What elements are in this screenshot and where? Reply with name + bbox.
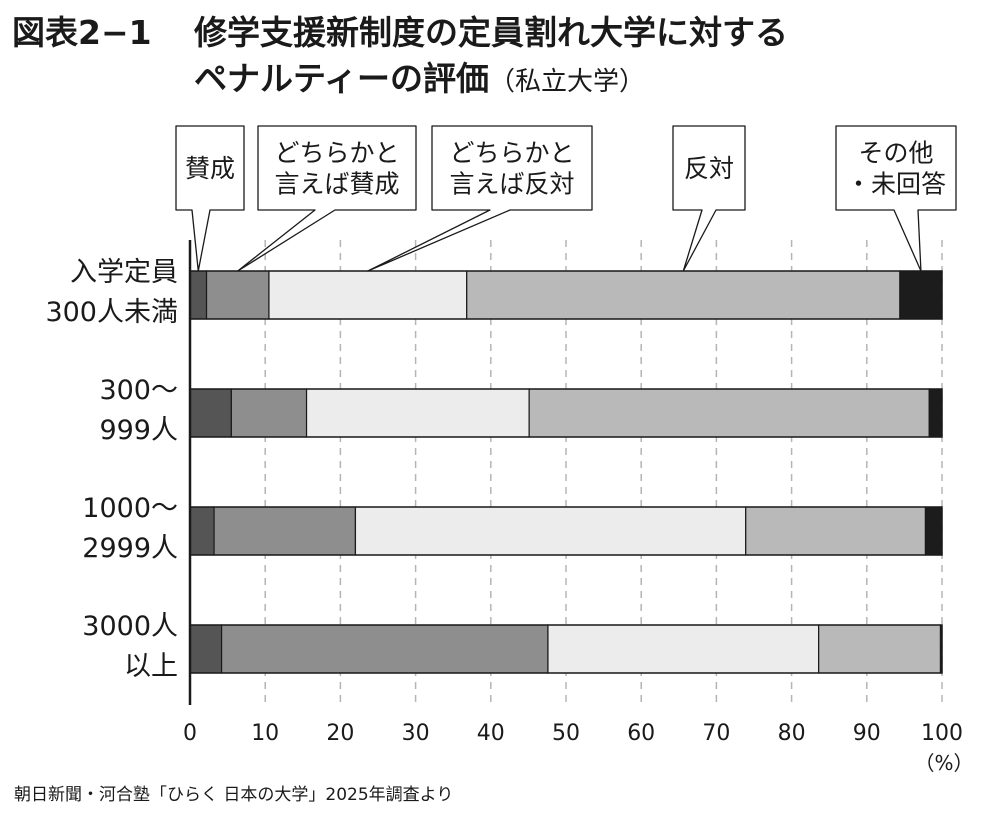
x-tick-label: 70 — [702, 721, 730, 746]
x-tick-label: 100 — [921, 721, 963, 746]
bar-segment — [205, 270, 270, 320]
category-label: 300人未満 — [45, 297, 178, 328]
bar-segment — [230, 388, 308, 438]
x-tick-label: 90 — [853, 721, 881, 746]
bar-segment — [818, 624, 942, 674]
category-label: 2999人 — [82, 533, 178, 564]
bar-segment — [189, 506, 215, 556]
bar-segment — [745, 506, 927, 556]
bar-segment — [189, 270, 208, 320]
bar-segment — [354, 506, 747, 556]
bar-segment — [928, 388, 943, 438]
category-label: 1000〜 — [82, 493, 178, 524]
x-tick-label: 30 — [402, 721, 430, 746]
x-tick-label: 10 — [251, 721, 279, 746]
x-tick-label: 20 — [326, 721, 354, 746]
x-tick-label: 40 — [477, 721, 505, 746]
legend-callout-box — [835, 125, 957, 272]
category-label: 300〜 — [99, 375, 178, 406]
bar-segment — [466, 270, 901, 320]
legend-callout-box — [367, 125, 593, 272]
x-unit-label: （%） — [914, 751, 973, 775]
bar-segment — [924, 506, 943, 556]
chart-title: 図表2−1 修学支援新制度の定員割れ大学に対する ペナルティーの評価（私立大学） — [12, 10, 788, 105]
figure-number: 図表2−1 — [12, 13, 152, 52]
bar-segment — [268, 270, 468, 320]
legend-callout-box — [237, 125, 417, 272]
legend-label: 言えば賛成 — [274, 170, 399, 199]
title-line-1: 修学支援新制度の定員割れ大学に対する — [194, 13, 788, 52]
x-tick-label: 0 — [183, 721, 197, 746]
x-tick-label: 60 — [627, 721, 655, 746]
legend-callout-box — [175, 125, 245, 272]
legend-label: その他 — [858, 139, 933, 168]
title-sub: （私立大学） — [489, 67, 646, 97]
legend-label: 言えば反対 — [449, 170, 574, 199]
legend-label: 賛成 — [185, 154, 235, 183]
legend-label: ・未回答 — [846, 170, 946, 199]
x-tick-label: 50 — [552, 721, 580, 746]
bar-segment — [189, 624, 223, 674]
legend-callout-box — [672, 125, 746, 272]
source-note: 朝日新聞・河合塾「ひらく 日本の大学」2025年調査より — [14, 785, 454, 805]
title-line-2: ペナルティーの評価 — [194, 59, 490, 98]
bar-segment — [213, 506, 357, 556]
bar-segment — [547, 624, 820, 674]
category-label: 以上 — [124, 651, 178, 682]
bar-segment — [189, 388, 232, 438]
legend-label: どちらかと — [449, 139, 574, 168]
category-label: 999人 — [99, 415, 178, 446]
category-label: 3000人 — [82, 611, 178, 642]
bar-segment — [528, 388, 930, 438]
legend-label: どちらかと — [274, 139, 399, 168]
category-label: 入学定員 — [70, 257, 178, 288]
bar-segment — [305, 388, 530, 438]
x-tick-label: 80 — [778, 721, 806, 746]
bar-segment — [899, 270, 943, 320]
bar-segment — [220, 624, 549, 674]
legend-label: 反対 — [684, 154, 734, 183]
